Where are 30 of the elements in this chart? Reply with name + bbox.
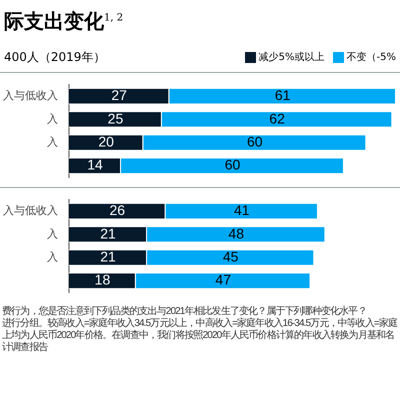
text: 计调查报告 (2, 342, 50, 354)
legend-label: 减少5%或以上 (258, 50, 325, 64)
data-label: 62 (269, 110, 286, 126)
data-label: 18 (94, 272, 110, 288)
data-label: 48 (228, 225, 244, 242)
data-label: 26 (110, 202, 126, 218)
data-label: 60 (224, 156, 240, 173)
data-label: 21 (100, 248, 116, 264)
data-label: 45 (222, 248, 239, 264)
chart-subtitle: 400人（2019年） (4, 48, 106, 66)
data-label: 41 (234, 202, 250, 218)
text: 上均为人民币2020年价格。在调查中，我们将按照2020年人民币价格计算的年收入转换为月基和名 (2, 330, 396, 342)
text: 费行为，您是否注意到下列品类的支出与2021年相比发生了变化？属于下列哪种变化水平？ (2, 306, 368, 318)
data-label: 21 (100, 225, 116, 242)
data-label: 61 (274, 87, 291, 104)
y-tick-label: 入与低收入 (3, 204, 58, 218)
chart-title: 际支出变化$^{1, 2}$ (3, 8, 124, 35)
data-label: 14 (87, 156, 104, 173)
data-label: 20 (98, 133, 114, 150)
y-tick-label: 入 (47, 135, 58, 148)
data-label: 27 (111, 87, 128, 104)
data-label: 25 (108, 110, 124, 126)
text: 进行分组。较高收入=家庭年收入34.5万元以上，中高收入=家庭年收入16-34.5万元，中等收入=家庭 (2, 318, 398, 330)
y-tick-label: 入 (47, 250, 58, 264)
data-label: 60 (247, 133, 263, 150)
data-label: 47 (215, 272, 232, 288)
y-tick-label: 入 (47, 227, 58, 240)
y-tick-label: 入 (47, 112, 58, 126)
y-tick-label: 入与低收入 (3, 89, 58, 102)
legend-label: 不变（-5% (346, 50, 396, 64)
